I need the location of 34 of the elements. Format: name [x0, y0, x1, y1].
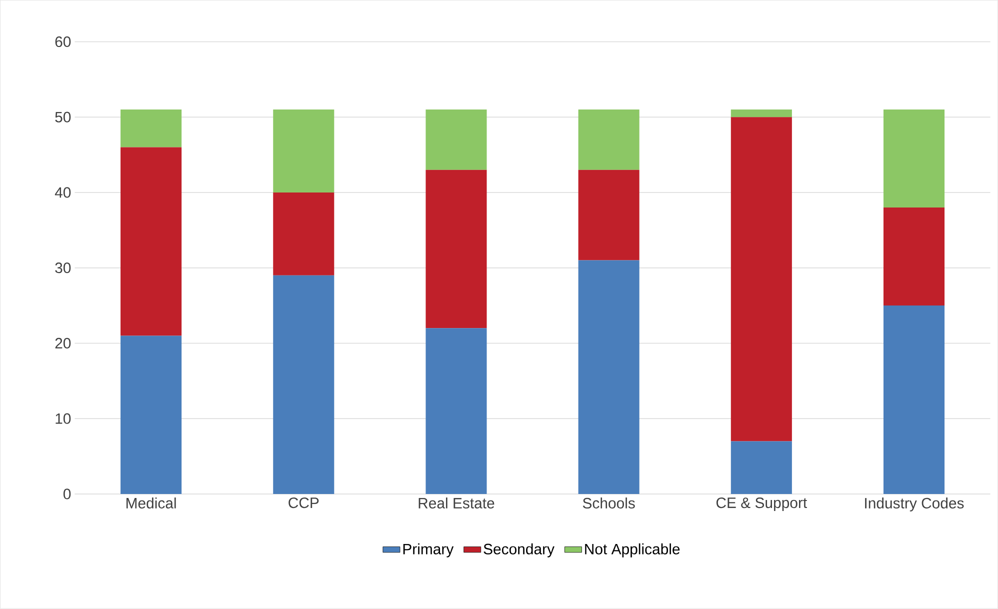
bar — [578, 110, 640, 170]
bar — [730, 117, 792, 442]
bar — [120, 110, 182, 148]
bar — [273, 276, 334, 494]
bar — [730, 110, 792, 118]
x-tick-label: Industry Codes — [865, 498, 964, 512]
bar — [120, 147, 182, 336]
legend-label: Secondary — [484, 544, 554, 558]
x-tick-label: Real Estate — [418, 498, 494, 509]
bar — [120, 336, 182, 494]
x-tick-label: CCP — [288, 498, 319, 508]
bar — [578, 170, 640, 260]
bar — [273, 110, 334, 193]
bar — [578, 260, 640, 494]
bar — [883, 110, 945, 208]
y-tick-label: 40 — [54, 187, 71, 198]
y-tick-label: 30 — [55, 262, 71, 274]
x-tick-label: Medical — [126, 498, 176, 509]
y-tick-label: 20 — [55, 338, 71, 349]
y-tick-label: 50 — [55, 112, 71, 123]
bar — [426, 328, 487, 494]
bar — [426, 170, 487, 328]
x-tick-label: Schools — [582, 498, 635, 509]
y-tick-label: 10 — [56, 413, 71, 424]
bar — [883, 208, 945, 306]
bar — [730, 441, 792, 494]
y-tick-label: 60 — [55, 36, 71, 48]
x-tick-label: CE & Support — [716, 498, 808, 512]
y-tick-label: 0 — [63, 488, 71, 500]
bar — [273, 192, 334, 276]
bar — [426, 110, 487, 170]
legend-label: Not Applicable — [585, 544, 680, 558]
legend-label: Primary — [403, 544, 454, 558]
bar — [883, 306, 945, 494]
